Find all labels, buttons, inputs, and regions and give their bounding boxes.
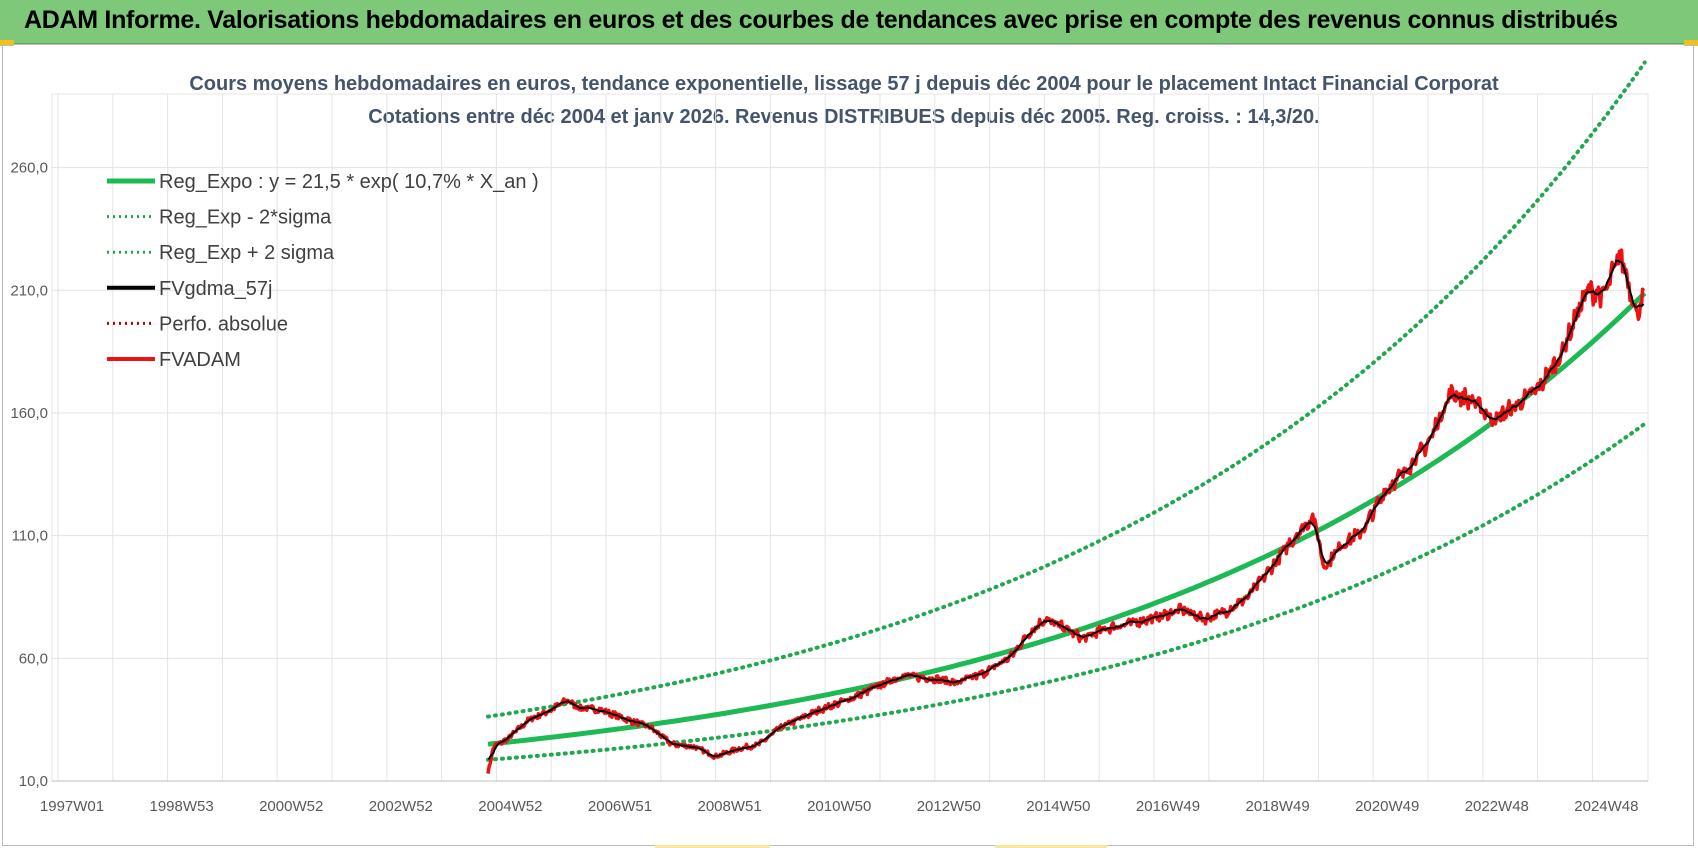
legend: Reg_Expo : y = 21,5 * exp( 10,7% * X_an … — [107, 171, 539, 371]
y-tick-label: 260,0 — [10, 160, 48, 177]
chart-grid — [51, 93, 1649, 782]
x-axis-labels: 1997W01 1998W53 2000W52 2002W52 2004W52 2006W… — [40, 798, 1639, 815]
x-tick-label: 2018W49 — [1245, 798, 1309, 815]
x-tick-label: 2024W48 — [1574, 798, 1638, 815]
x-tick-label: 2016W49 — [1136, 798, 1200, 815]
series-layer — [486, 60, 1647, 774]
reg-expo-line — [487, 291, 1647, 747]
legend-item-perfo-absolue: Perfo. absolue — [107, 313, 288, 335]
legend-label: Perfo. absolue — [159, 313, 288, 335]
y-tick-label: 10,0 — [19, 773, 48, 790]
reg-exp-minus-2-sigma-line — [486, 421, 1647, 762]
y-tick-label: 60,0 — [19, 650, 48, 667]
y-axis-labels: 10,0 60,0 110,0 160,0 210,0 260,0 — [10, 160, 48, 790]
chart-subtitle: Cotations entre déc 2004 et janv 2026. R… — [368, 106, 1320, 128]
legend-label: FVADAM — [159, 349, 241, 371]
legend-label: Reg_Expo : y = 21,5 * exp( 10,7% * X_an … — [159, 171, 539, 193]
x-tick-label: 2008W51 — [697, 798, 761, 815]
report-header: ADAM Informe. Valorisations hebdomadaire… — [0, 0, 1698, 44]
legend-item-reg-expo: Reg_Expo : y = 21,5 * exp( 10,7% * X_an … — [107, 171, 539, 193]
footer-mark — [995, 845, 1107, 848]
legend-label: FVgdma_57j — [159, 278, 272, 300]
x-tick-label: 2010W50 — [807, 798, 871, 815]
y-tick-label: 160,0 — [10, 405, 48, 422]
chart-title: Cours moyens hebdomadaires en euros, ten… — [189, 73, 1499, 95]
x-tick-label: 1998W53 — [149, 798, 213, 815]
legend-item-fvgdma-57j: FVgdma_57j — [107, 278, 272, 300]
x-tick-label: 2020W49 — [1355, 798, 1419, 815]
y-tick-label: 110,0 — [12, 528, 48, 545]
fvadam-line — [486, 248, 1646, 774]
x-tick-label: 2022W48 — [1465, 798, 1529, 815]
x-tick-label: 2002W52 — [369, 798, 433, 815]
chart-frame — [2, 44, 1694, 846]
x-tick-label: 2006W51 — [588, 798, 652, 815]
legend-item-fvadam: FVADAM — [107, 349, 241, 371]
corner-marker-left — [0, 40, 14, 46]
fvgdma-57j-line — [487, 259, 1645, 760]
y-tick-label: 210,0 — [10, 282, 48, 299]
reg-exp-plus-2-sigma-line — [486, 60, 1647, 719]
legend-item-reg-exp-minus-2-sigma: Reg_Exp - 2*sigma — [107, 207, 332, 229]
x-tick-label: 2000W52 — [259, 798, 323, 815]
legend-label: Reg_Exp - 2*sigma — [159, 207, 332, 229]
corner-marker-right — [1684, 40, 1698, 46]
report-title: ADAM Informe. Valorisations hebdomadaire… — [24, 6, 1618, 34]
x-tick-label: 2014W50 — [1026, 798, 1090, 815]
legend-item-reg-exp-plus-2-sigma: Reg_Exp + 2 sigma — [107, 242, 335, 264]
plot-area — [51, 93, 1649, 782]
x-tick-label: 2004W52 — [478, 798, 542, 815]
x-tick-label: 2012W50 — [917, 798, 981, 815]
x-tick-label: 1997W01 — [40, 798, 104, 815]
legend-label: Reg_Exp + 2 sigma — [159, 242, 335, 264]
footer-mark — [655, 845, 770, 848]
